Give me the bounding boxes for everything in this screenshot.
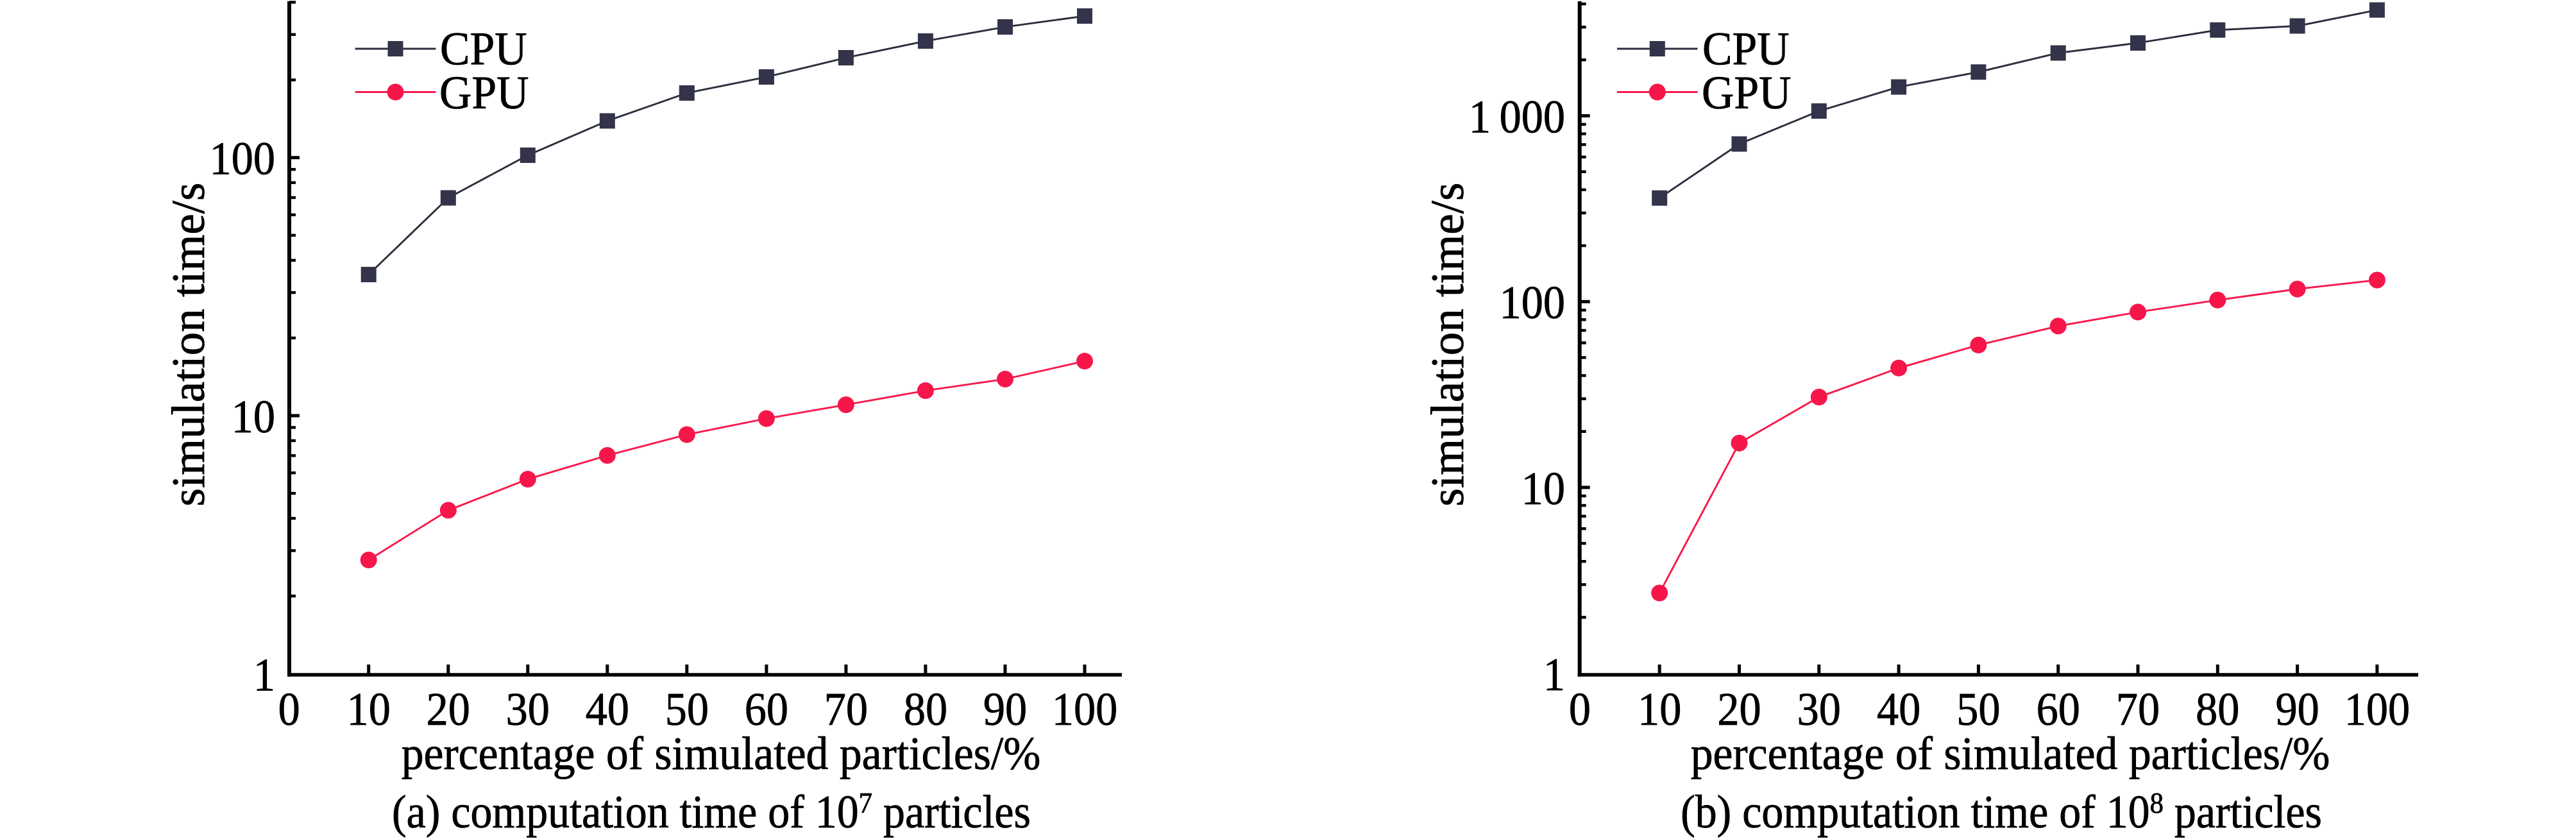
- svg-text:70: 70: [824, 684, 868, 736]
- svg-text:50: 50: [665, 684, 709, 736]
- svg-text:50: 50: [1956, 684, 2000, 736]
- svg-text:GPU: GPU: [1702, 67, 1791, 119]
- svg-text:100: 100: [1500, 277, 1565, 329]
- svg-text:10: 10: [347, 684, 391, 736]
- svg-text:100: 100: [2344, 684, 2410, 736]
- svg-text:100: 100: [210, 133, 275, 185]
- svg-text:10: 10: [1638, 684, 1681, 736]
- svg-text:1: 1: [1543, 649, 1565, 701]
- svg-text:90: 90: [983, 684, 1027, 736]
- svg-text:GPU: GPU: [439, 67, 529, 119]
- svg-text:90: 90: [2275, 684, 2319, 736]
- svg-text:80: 80: [2196, 684, 2239, 736]
- svg-text:simulation time/s: simulation time/s: [162, 183, 214, 507]
- svg-text:simulation time/s: simulation time/s: [1421, 183, 1473, 507]
- svg-text:10: 10: [1521, 463, 1565, 515]
- svg-text:(a) computation time of 107 pa: (a) computation time of 107 particles: [392, 786, 1031, 838]
- svg-text:100: 100: [1052, 684, 1117, 736]
- svg-text:CPU: CPU: [1702, 23, 1790, 75]
- svg-text:30: 30: [506, 684, 550, 736]
- svg-text:0: 0: [278, 684, 300, 736]
- svg-text:CPU: CPU: [440, 23, 527, 75]
- svg-text:(b) computation time of 108 pa: (b) computation time of 108 particles: [1681, 786, 2322, 838]
- svg-text:20: 20: [1717, 684, 1761, 736]
- svg-text:percentage of simulated partic: percentage of simulated particles/%: [402, 728, 1041, 780]
- svg-text:70: 70: [2116, 684, 2160, 736]
- svg-text:1 000: 1 000: [1469, 91, 1565, 143]
- svg-text:percentage of simulated partic: percentage of simulated particles/%: [1691, 728, 2330, 780]
- svg-text:60: 60: [2037, 684, 2080, 736]
- svg-text:40: 40: [586, 684, 629, 736]
- svg-text:10: 10: [232, 391, 275, 443]
- svg-text:0: 0: [1569, 684, 1591, 736]
- svg-text:20: 20: [427, 684, 470, 736]
- svg-text:40: 40: [1877, 684, 1920, 736]
- svg-text:80: 80: [904, 684, 947, 736]
- svg-text:1: 1: [253, 649, 275, 701]
- svg-text:30: 30: [1797, 684, 1841, 736]
- svg-text:60: 60: [745, 684, 788, 736]
